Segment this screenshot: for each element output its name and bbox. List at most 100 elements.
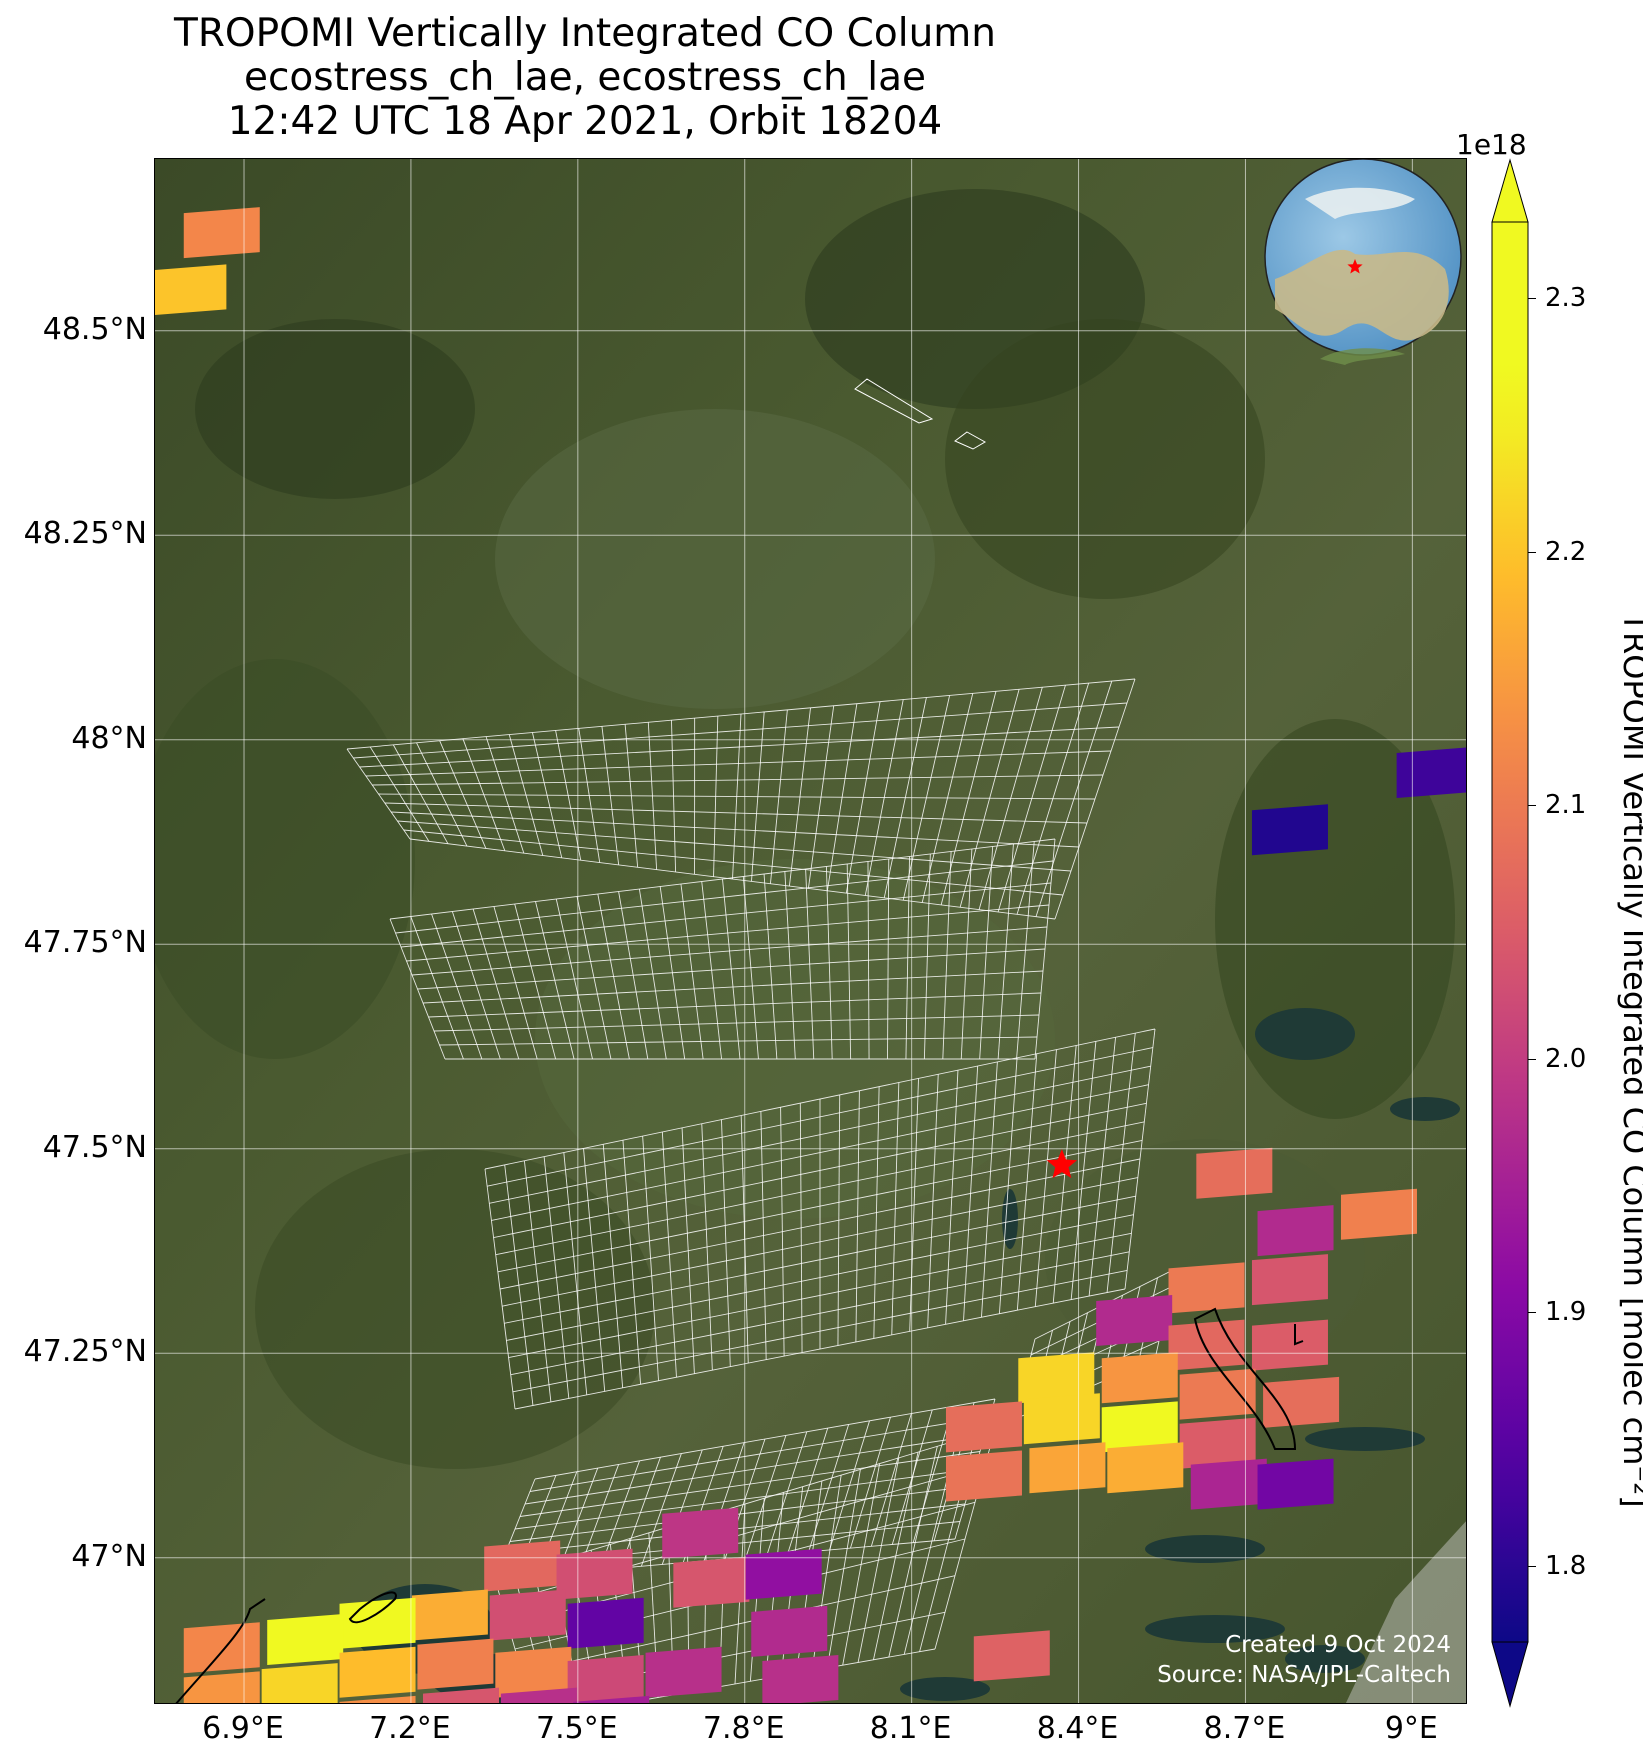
terrain-patch — [195, 319, 475, 499]
tropomi-pixel[interactable] — [1101, 1401, 1178, 1453]
tropomi-pixel[interactable] — [183, 207, 260, 259]
tropomi-pixel[interactable] — [484, 1540, 561, 1592]
longitude-tick-label: 6.9°E — [202, 1711, 284, 1746]
tropomi-pixel[interactable] — [1340, 1188, 1417, 1240]
colorbar-tick-label: 1.9 — [1545, 1297, 1587, 1328]
tropomi-pixel[interactable] — [1096, 1295, 1173, 1347]
tropomi-pixel[interactable] — [417, 1638, 494, 1690]
colorbar-tick-label: 2.3 — [1545, 283, 1587, 314]
tropomi-pixel[interactable] — [1023, 1393, 1100, 1445]
colorbar-tick-label: 2.0 — [1545, 1043, 1587, 1074]
colorbar-extend-max — [1491, 158, 1529, 223]
lake-outline — [348, 1591, 397, 1624]
tropomi-pixel[interactable] — [339, 1695, 416, 1704]
terrain-patch — [255, 1149, 655, 1469]
small-footprint — [854, 378, 934, 424]
tropomi-pixel[interactable] — [1190, 1458, 1267, 1510]
tropomi-pixel[interactable] — [155, 264, 227, 316]
lake — [900, 1677, 990, 1701]
title-line-1: TROPOMI Vertically Integrated CO Column — [174, 11, 996, 56]
tropomi-pixel[interactable] — [567, 1597, 644, 1649]
tropomi-pixel[interactable] — [945, 1450, 1022, 1502]
credit-created: Created 9 Oct 2024 — [1225, 1632, 1451, 1658]
tropomi-pixel[interactable] — [1251, 804, 1328, 856]
longitude-tick-label: 9°E — [1384, 1711, 1438, 1746]
longitude-tick-label: 8.7°E — [1203, 1711, 1286, 1746]
lake — [1145, 1535, 1265, 1563]
colorbar-tick-label: 2.1 — [1545, 790, 1587, 821]
site-star-marker[interactable] — [1046, 1149, 1078, 1179]
tropomi-pixel[interactable] — [762, 1654, 839, 1704]
tropomi-pixel[interactable] — [261, 1663, 338, 1704]
lake — [1390, 1097, 1460, 1121]
tropomi-pixel[interactable] — [973, 1630, 1050, 1682]
latitude-tick-label: 48.5°N — [42, 311, 147, 347]
tropomi-pixel[interactable] — [1257, 1458, 1334, 1510]
lake-outline — [175, 1598, 266, 1703]
tropomi-pixel[interactable] — [495, 1646, 572, 1698]
tropomi-pixel[interactable] — [662, 1507, 739, 1559]
tropomi-pixel[interactable] — [339, 1646, 416, 1698]
terrain-patch — [495, 409, 935, 709]
colorbar-tick-label: 2.2 — [1545, 536, 1587, 567]
tropomi-pixel[interactable] — [1179, 1368, 1256, 1420]
colorbar-label: TROPOMI Vertically Integrated CO Column … — [1616, 612, 1643, 1508]
tropomi-pixel[interactable] — [645, 1646, 722, 1698]
map-panel[interactable] — [154, 158, 1467, 1704]
colorbar-extend-min — [1491, 1641, 1529, 1708]
tropomi-pixel[interactable] — [1018, 1352, 1095, 1404]
colorbar-tick-mark — [1528, 1058, 1536, 1060]
terrain-patch — [155, 659, 415, 1059]
tropomi-pixel[interactable] — [567, 1654, 644, 1704]
tropomi-pixel[interactable] — [1251, 1254, 1328, 1306]
latitude-tick-label: 48.25°N — [23, 516, 147, 552]
map-canvas[interactable] — [155, 159, 1467, 1704]
tropomi-pixel[interactable] — [945, 1401, 1022, 1453]
tropomi-pixel[interactable] — [267, 1614, 344, 1666]
tropomi-pixel[interactable] — [489, 1589, 566, 1641]
latitude-tick-label: 47°N — [71, 1538, 147, 1574]
latitude-tick-label: 47.25°N — [23, 1334, 147, 1370]
tropomi-pixel[interactable] — [1179, 1417, 1256, 1469]
tropomi-pixel[interactable] — [1196, 1147, 1273, 1199]
lake — [1305, 1427, 1425, 1451]
tropomi-pixel[interactable] — [411, 1589, 488, 1641]
lake-outline — [1193, 1307, 1297, 1450]
title-line-3: 12:42 UTC 18 Apr 2021, Orbit 18204 — [227, 99, 943, 144]
latitude-tick-label: 47.75°N — [23, 925, 147, 961]
tropomi-pixel[interactable] — [422, 1687, 499, 1704]
tropomi-pixels — [155, 207, 1467, 1704]
colorbar-tick-mark — [1528, 805, 1536, 807]
tropomi-pixel[interactable] — [1251, 1319, 1328, 1371]
small-footprint — [954, 431, 987, 450]
colorbar-gradient — [1491, 221, 1529, 1643]
tropomi-pixel[interactable] — [500, 1687, 577, 1704]
tropomi-pixel[interactable] — [673, 1556, 750, 1608]
lake — [1285, 1645, 1365, 1673]
tropomi-pixel[interactable] — [1168, 1262, 1245, 1314]
credit-source: Source: NASA/JPL-Caltech — [1157, 1662, 1451, 1688]
tropomi-pixel[interactable] — [1257, 1205, 1334, 1257]
tropomi-pixel[interactable] — [556, 1548, 633, 1600]
longitude-tick-label: 7.2°E — [369, 1711, 451, 1746]
tropomi-pixel[interactable] — [1029, 1442, 1106, 1494]
tropomi-pixel[interactable] — [1263, 1376, 1340, 1428]
tropomi-pixel[interactable] — [183, 1622, 260, 1674]
tropomi-pixel[interactable] — [1107, 1442, 1184, 1494]
tropomi-pixel[interactable] — [751, 1605, 828, 1657]
title-line-2: ecostress_ch_lae, ecostress_ch_lae — [243, 55, 926, 100]
colorbar-tick-label: 1.8 — [1545, 1550, 1587, 1581]
tropomi-pixel[interactable] — [745, 1548, 822, 1600]
tropomi-pixel[interactable] — [573, 1695, 650, 1704]
latitude-tick-label: 48°N — [71, 720, 147, 756]
tropomi-pixel[interactable] — [183, 1671, 260, 1704]
lake-outline — [1294, 1324, 1304, 1346]
terrain-patch — [945, 319, 1265, 599]
colorbar-tick-mark — [1528, 1565, 1536, 1567]
colorbar-multiplier: 1e18 — [1456, 128, 1527, 161]
lake — [1145, 1615, 1285, 1643]
tropomi-pixel[interactable] — [1396, 747, 1467, 798]
globe-inset — [1264, 159, 1462, 365]
tropomi-pixel[interactable] — [1101, 1352, 1178, 1404]
